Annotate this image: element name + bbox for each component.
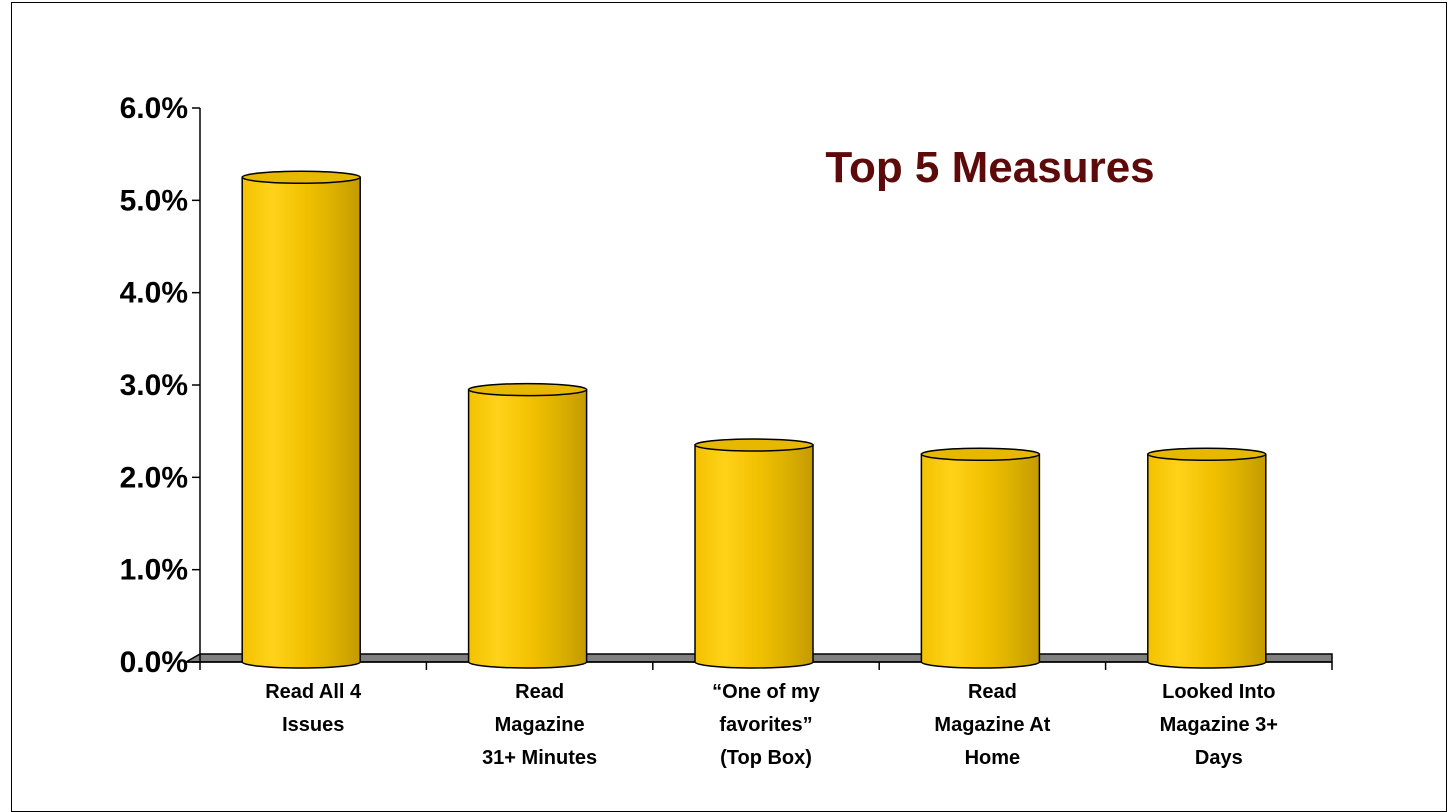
bar <box>1147 447 1267 669</box>
x-category-label-line: Home <box>965 747 1021 769</box>
x-category-label-line: Magazine 3+ <box>1160 714 1278 736</box>
x-category-label: “One of my favorites” (Top Box) <box>712 681 821 769</box>
x-category-label-line: Read All 4 <box>265 681 362 703</box>
x-category-label-line: “One of my <box>712 681 821 703</box>
bar-body <box>1147 453 1267 669</box>
x-category-label-line: Issues <box>282 714 344 736</box>
x-category-label-line: favorites” <box>719 714 812 736</box>
y-tick-label: 0.0% <box>120 646 188 679</box>
x-category-label: Read Magazine 31+ Minutes <box>482 681 597 769</box>
y-tick-label: 4.0% <box>120 277 188 310</box>
x-category-label-line: Days <box>1195 747 1243 769</box>
y-tick-label: 2.0% <box>120 461 188 494</box>
bar-cap <box>920 447 1041 461</box>
bar-cap <box>241 170 361 184</box>
y-tick-label: 5.0% <box>120 184 188 217</box>
bar <box>241 170 361 669</box>
bar <box>920 447 1041 669</box>
x-category-label-line: Read <box>515 681 564 703</box>
x-category-label-line: 31+ Minutes <box>482 747 597 769</box>
bar-cap <box>467 382 588 397</box>
bar <box>694 438 814 669</box>
y-tick-label: 3.0% <box>120 369 188 402</box>
x-category-label: Read All 4 Issues <box>265 681 362 736</box>
bar-body <box>694 444 814 669</box>
bar-body <box>241 176 361 669</box>
x-category-label-line: Read <box>968 681 1017 703</box>
x-category-label: Read Magazine At Home <box>934 681 1050 769</box>
bar <box>467 382 588 669</box>
x-category-label-line: Looked Into <box>1162 681 1275 703</box>
chart-title: Top 5 Measures <box>825 143 1154 192</box>
y-tick-label: 1.0% <box>120 554 188 587</box>
x-category-label-line: Magazine At <box>934 714 1050 736</box>
bar-cap <box>1147 447 1267 461</box>
bar-body <box>467 388 588 669</box>
x-category-label: Looked Into Magazine 3+ Days <box>1160 681 1278 769</box>
bar-cap <box>694 438 814 452</box>
y-tick-label: 6.0% <box>120 92 188 125</box>
x-category-label-line: Magazine <box>495 714 585 736</box>
x-category-label-line: (Top Box) <box>720 747 812 769</box>
bar-body <box>920 453 1041 669</box>
